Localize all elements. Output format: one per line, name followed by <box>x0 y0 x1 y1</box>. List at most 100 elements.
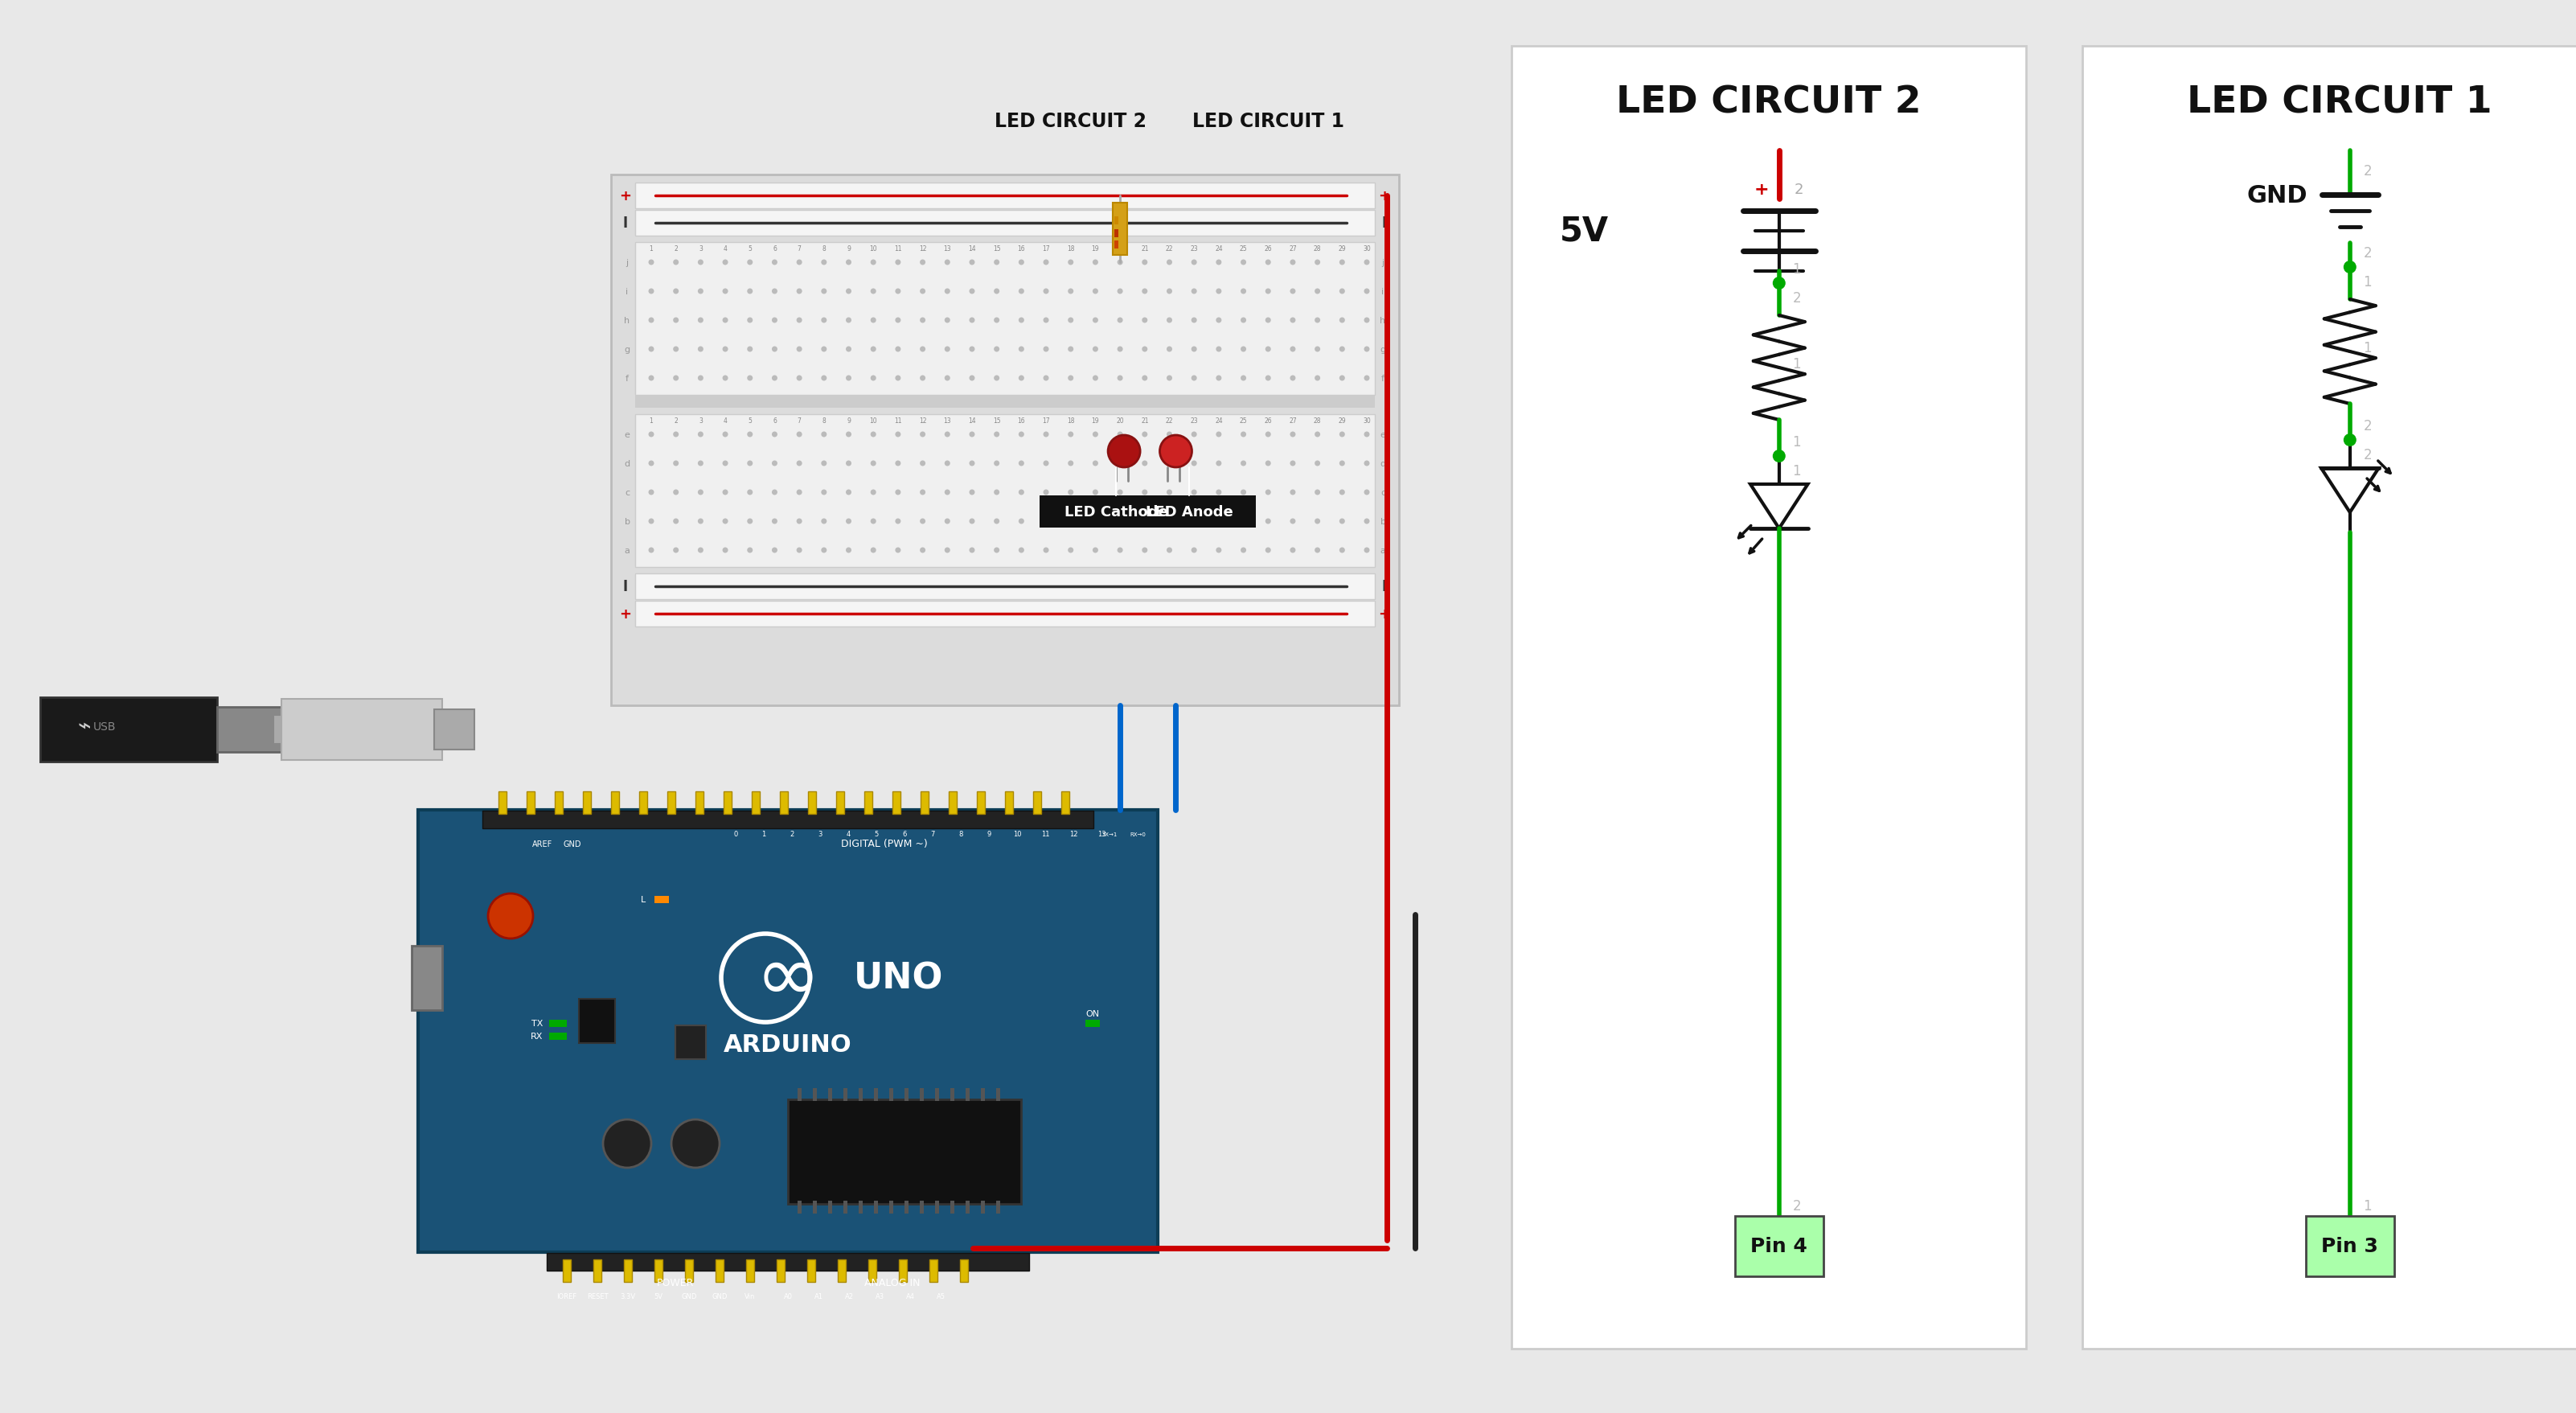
Circle shape <box>773 346 778 352</box>
Circle shape <box>1118 519 1123 524</box>
Circle shape <box>945 288 951 294</box>
Bar <box>582 791 590 814</box>
Circle shape <box>672 548 677 554</box>
Bar <box>889 1088 894 1101</box>
Bar <box>623 1259 631 1282</box>
Circle shape <box>649 260 654 266</box>
Circle shape <box>796 376 801 382</box>
Circle shape <box>1265 432 1270 438</box>
Circle shape <box>1363 519 1370 524</box>
Circle shape <box>747 346 752 352</box>
Circle shape <box>1167 260 1172 266</box>
Text: 28: 28 <box>1314 417 1321 424</box>
Circle shape <box>649 376 654 382</box>
Text: LED Anode: LED Anode <box>1146 504 1234 519</box>
Bar <box>1123 496 1257 528</box>
Text: RX→0: RX→0 <box>1131 832 1146 836</box>
Circle shape <box>796 346 801 352</box>
Text: 1: 1 <box>2362 341 2372 355</box>
Text: DIGITAL (PWM ~): DIGITAL (PWM ~) <box>840 839 927 849</box>
Text: 13: 13 <box>943 417 951 424</box>
Text: AREF: AREF <box>533 839 554 848</box>
Circle shape <box>721 318 729 324</box>
Circle shape <box>896 519 902 524</box>
Circle shape <box>1018 548 1025 554</box>
Text: 6: 6 <box>773 244 775 253</box>
Text: +: + <box>618 606 631 622</box>
Circle shape <box>721 548 729 554</box>
Circle shape <box>1314 461 1321 466</box>
Text: c: c <box>623 489 629 497</box>
Text: 12: 12 <box>920 417 927 424</box>
Circle shape <box>698 260 703 266</box>
Text: 15: 15 <box>992 417 999 424</box>
Circle shape <box>1314 490 1321 496</box>
Text: 29: 29 <box>1340 417 1347 424</box>
Circle shape <box>945 548 951 554</box>
Bar <box>997 1201 999 1214</box>
Circle shape <box>945 432 951 438</box>
Text: 30: 30 <box>1363 244 1370 253</box>
Circle shape <box>773 490 778 496</box>
Circle shape <box>1265 288 1270 294</box>
Text: 2: 2 <box>1793 1198 1801 1212</box>
Circle shape <box>994 288 999 294</box>
Text: 9: 9 <box>848 417 850 424</box>
Circle shape <box>672 260 677 266</box>
Text: 3: 3 <box>698 244 703 253</box>
Text: 3: 3 <box>819 831 822 838</box>
Text: 10: 10 <box>871 417 878 424</box>
Bar <box>654 1259 662 1282</box>
Circle shape <box>698 461 703 466</box>
Circle shape <box>1018 376 1025 382</box>
Circle shape <box>896 288 902 294</box>
Circle shape <box>747 519 752 524</box>
Bar <box>611 175 1399 705</box>
Circle shape <box>845 288 853 294</box>
Circle shape <box>896 376 902 382</box>
Circle shape <box>1340 548 1345 554</box>
Text: 17: 17 <box>1043 417 1051 424</box>
Text: 24: 24 <box>1216 244 1224 253</box>
Circle shape <box>945 519 951 524</box>
Circle shape <box>1167 490 1172 496</box>
Bar <box>654 896 670 903</box>
Circle shape <box>994 260 999 266</box>
Bar <box>889 1201 894 1214</box>
Text: 26: 26 <box>1265 417 1273 424</box>
Text: h: h <box>1381 317 1386 325</box>
Text: e: e <box>623 431 631 439</box>
Circle shape <box>896 318 902 324</box>
Text: 2: 2 <box>1793 291 1801 305</box>
Bar <box>873 1088 878 1101</box>
Text: 13: 13 <box>943 244 951 253</box>
Circle shape <box>1363 461 1370 466</box>
Circle shape <box>1265 519 1270 524</box>
Circle shape <box>747 318 752 324</box>
Circle shape <box>1314 432 1321 438</box>
Bar <box>951 1088 953 1101</box>
Bar <box>799 1201 801 1214</box>
Circle shape <box>969 432 974 438</box>
Circle shape <box>1314 346 1321 352</box>
Bar <box>1061 791 1069 814</box>
Circle shape <box>822 376 827 382</box>
Circle shape <box>969 490 974 496</box>
Bar <box>775 1259 786 1282</box>
Bar <box>1115 230 1118 237</box>
Circle shape <box>796 519 801 524</box>
Bar <box>752 791 760 814</box>
Circle shape <box>822 519 827 524</box>
Circle shape <box>1141 260 1146 266</box>
Circle shape <box>773 519 778 524</box>
Circle shape <box>1190 490 1198 496</box>
Bar <box>747 1259 755 1282</box>
Bar <box>636 574 1376 599</box>
Text: A1: A1 <box>814 1293 822 1300</box>
Circle shape <box>773 260 778 266</box>
Text: 1: 1 <box>649 417 654 424</box>
Circle shape <box>2344 261 2357 274</box>
Circle shape <box>945 461 951 466</box>
Circle shape <box>1216 432 1221 438</box>
Circle shape <box>1092 288 1097 294</box>
